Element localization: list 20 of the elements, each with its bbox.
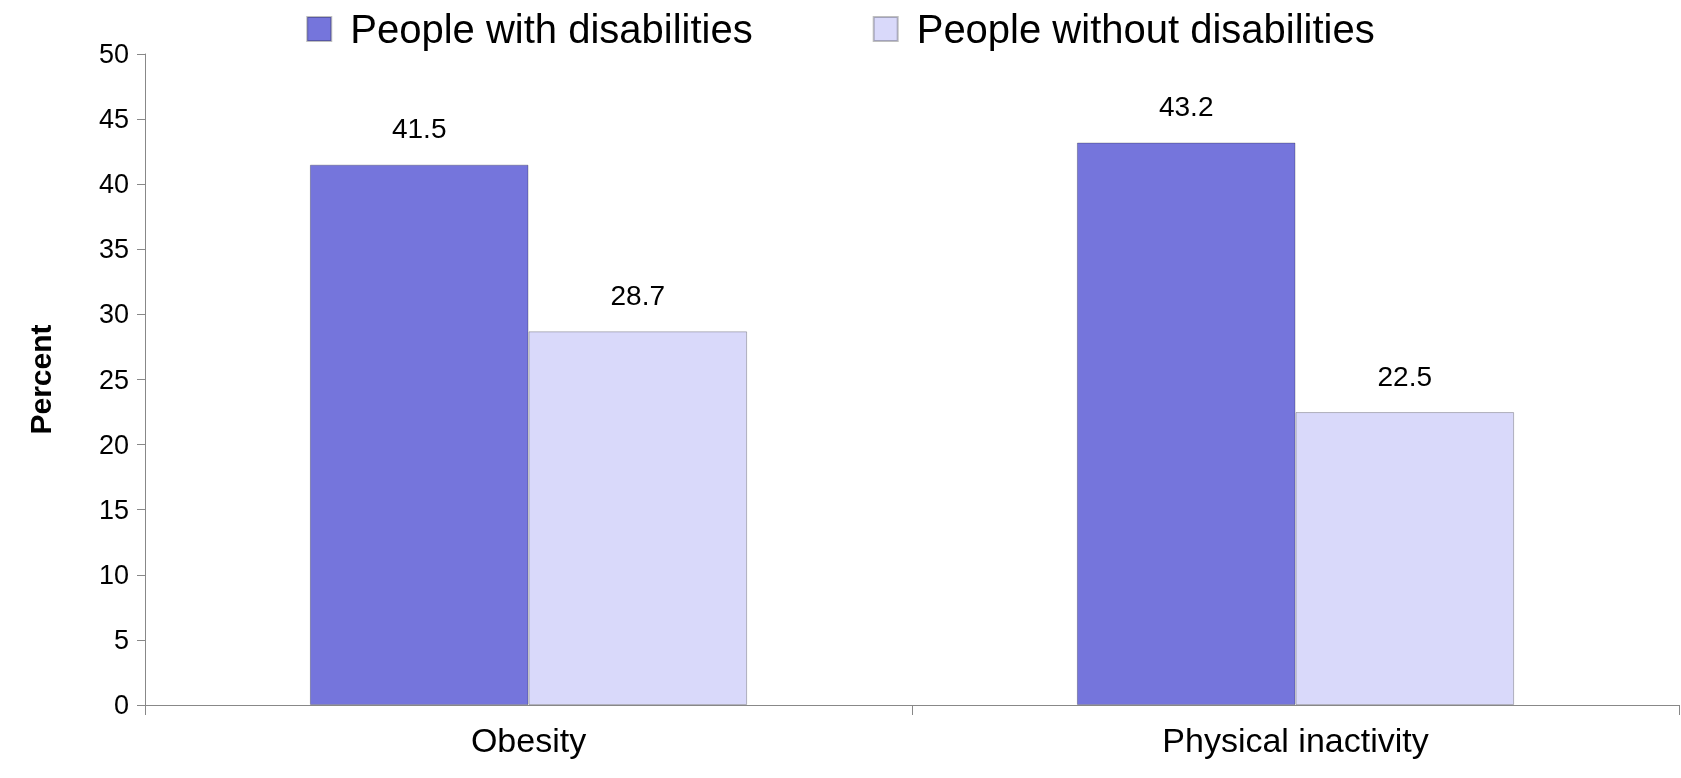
data-label: 28.7	[610, 279, 666, 311]
x-tick-label: Obesity	[470, 721, 587, 759]
y-tick-label: 30	[98, 299, 129, 330]
legend-label: People with disabilities	[350, 7, 753, 51]
y-tick-label: 35	[98, 234, 129, 265]
y-tick-label: 15	[98, 494, 129, 525]
y-tick-label: 45	[98, 104, 129, 135]
y-tick-label: 10	[98, 559, 129, 590]
y-tick-label: 20	[98, 429, 129, 460]
x-tick-label: Physical inactivity	[1162, 721, 1429, 759]
y-tick-label: 40	[98, 169, 129, 200]
data-label: 41.5	[391, 113, 447, 145]
y-axis-title: Percent	[23, 324, 57, 435]
data-label: 43.2	[1158, 91, 1214, 123]
y-tick-label: 50	[98, 39, 129, 69]
y-tick-label: 0	[113, 690, 129, 720]
legend-label: People without disabilities	[916, 7, 1375, 51]
y-tick-label: 5	[113, 624, 129, 655]
data-label: 22.5	[1377, 360, 1433, 392]
y-tick-label: 25	[98, 364, 129, 395]
